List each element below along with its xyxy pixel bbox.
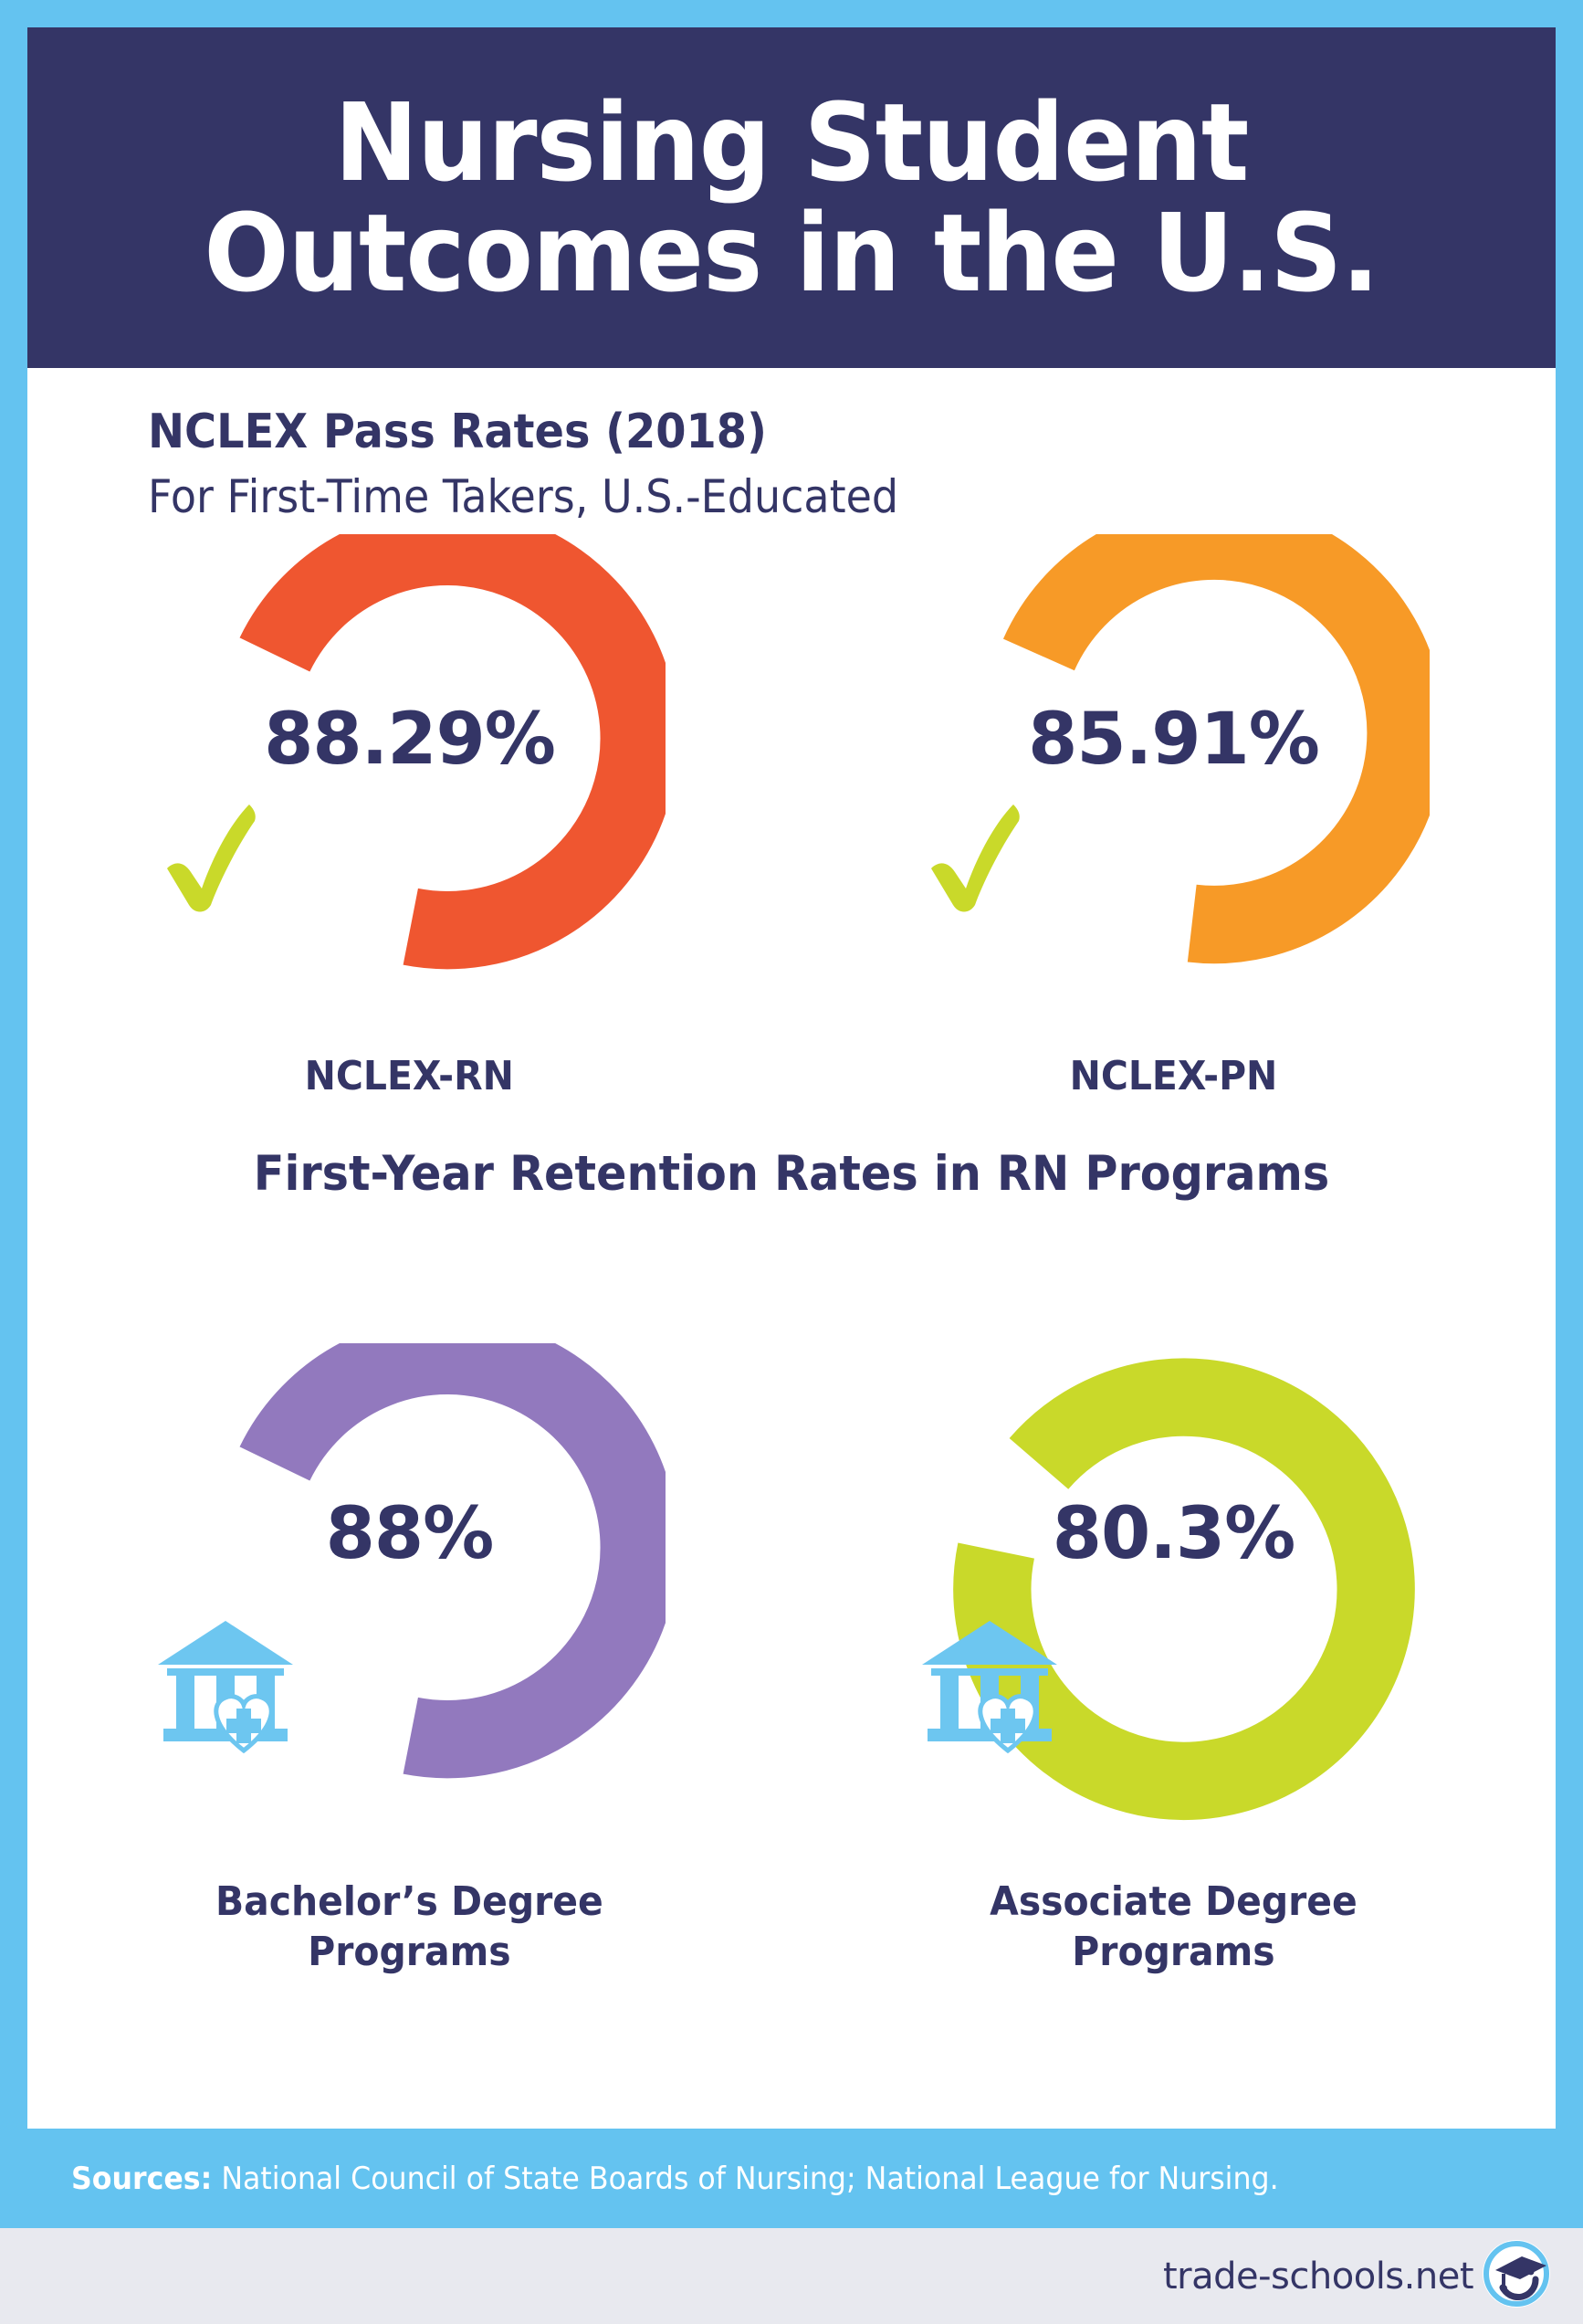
sources-label: Sources: <box>71 2160 213 2197</box>
donut-label-associate: Associate Degree Programs <box>990 1878 1358 1976</box>
donut-card-nclex-rn: 88.29% NCLEX-RN <box>27 534 792 1101</box>
donut-card-bachelors: 88% <box>27 1343 792 1978</box>
hospital-building-heart-icon <box>918 1617 1430 1754</box>
sources-bar: Sources: National Council of State Board… <box>0 2129 1583 2228</box>
donut-value-associate: 80.3% <box>1052 1493 1296 1575</box>
donut-chart-bachelors: 88% <box>154 1343 666 1855</box>
donut-chart-associate: 80.3% <box>918 1343 1430 1855</box>
footer-bar: trade-schools.net <box>0 2228 1583 2324</box>
donut-value-bachelors: 88% <box>325 1493 495 1575</box>
donut-arc-bachelors <box>239 1343 666 1779</box>
section1-title: NCLEX Pass Rates (2018) <box>148 405 767 459</box>
donut-chart-nclex-rn: 88.29% <box>154 534 666 1046</box>
content-panel: NCLEX Pass Rates (2018) For First-Time T… <box>27 368 1556 2129</box>
donut-arc-associate <box>952 1358 1415 1820</box>
donut-label-nclex-rn: NCLEX-RN <box>304 1053 515 1099</box>
graduation-cap-smiley-icon <box>1481 2238 1552 2314</box>
donut-chart-nclex-pn: 85.91% <box>918 534 1430 1046</box>
donut-value-nclex-rn: 88.29% <box>264 699 556 781</box>
header-band: Nursing Student Outcomes in the U.S. <box>27 27 1556 368</box>
hospital-building-heart-icon <box>154 1617 666 1754</box>
check-icon <box>918 797 1430 916</box>
brand-logo[interactable]: trade-schools.net <box>1163 2238 1552 2314</box>
donut-card-associate: 80.3% <box>792 1343 1556 1978</box>
donut-value-nclex-pn: 85.91% <box>1028 699 1320 781</box>
section1-subtitle: For First-Time Takers, U.S.-Educated <box>148 470 899 523</box>
check-icon <box>154 797 666 916</box>
sources-text: Sources: National Council of State Board… <box>71 2161 1279 2197</box>
brand-name: trade-schools.net <box>1162 2255 1474 2298</box>
page-title: Nursing Student Outcomes in the U.S. <box>204 79 1380 316</box>
donut-label-bachelors: Bachelor’s Degree Programs <box>215 1878 603 1976</box>
retention-donut-row: 88% <box>27 1343 1556 1978</box>
section2-title: First-Year Retention Rates in RN Program… <box>253 1146 1330 1202</box>
donut-arc-nclex-rn <box>239 534 666 970</box>
donut-arc-nclex-pn <box>1002 534 1430 964</box>
donut-card-nclex-pn: 85.91% NCLEX-PN <box>792 534 1556 1101</box>
sources-body: National Council of State Boards of Nurs… <box>212 2160 1279 2197</box>
donut-label-nclex-pn: NCLEX-PN <box>1069 1053 1278 1099</box>
nclex-donut-row: 88.29% NCLEX-RN 85.91% <box>27 534 1556 1101</box>
